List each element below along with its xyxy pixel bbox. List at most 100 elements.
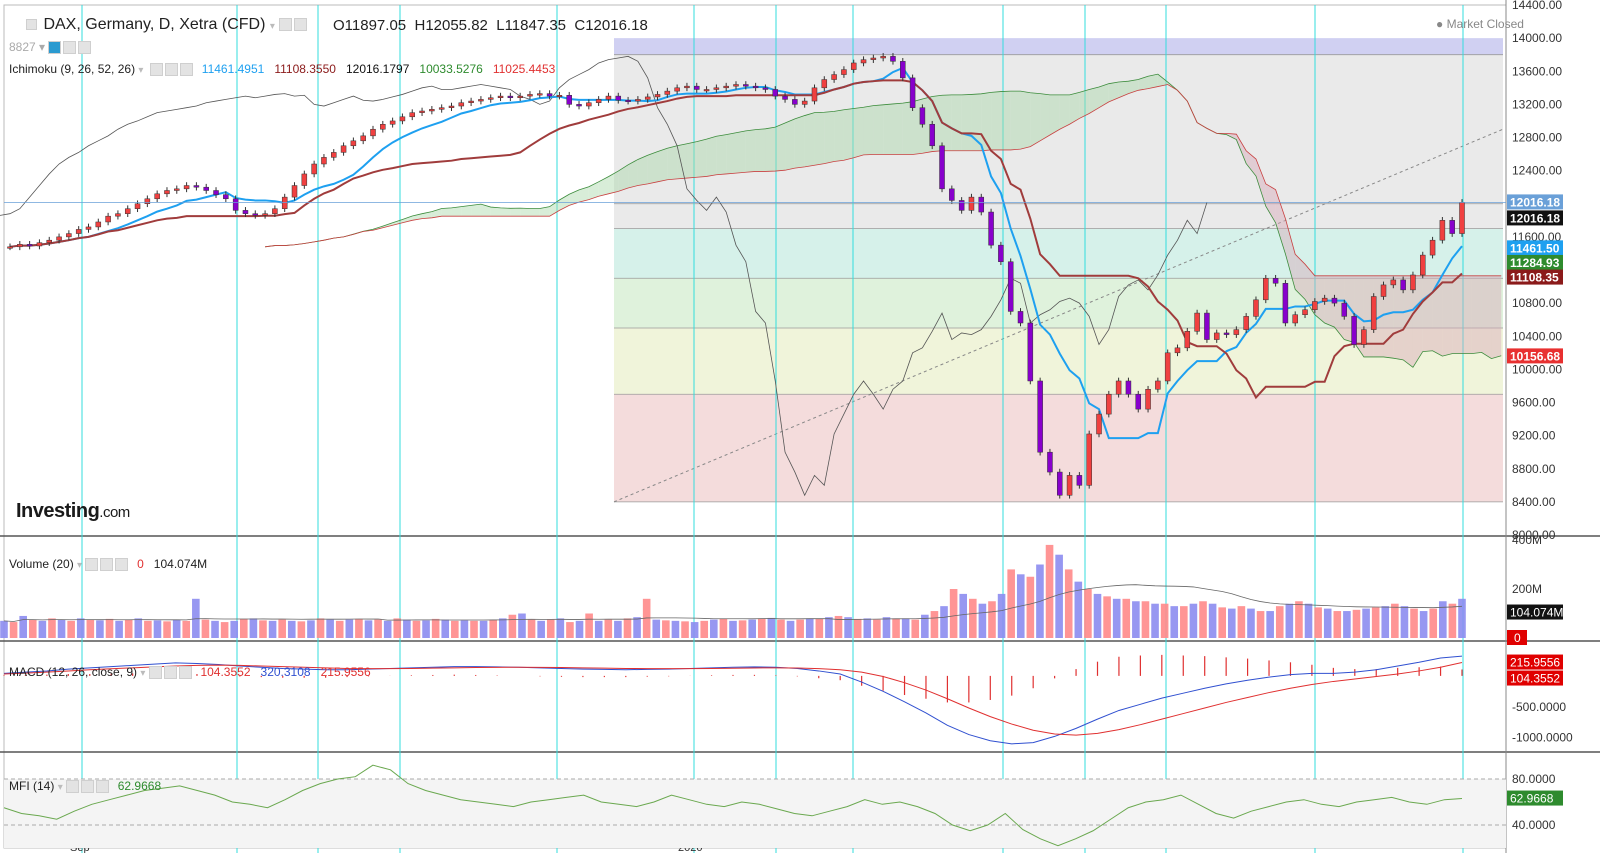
candle-body — [213, 190, 219, 195]
collapse-icon[interactable] — [26, 19, 37, 31]
gear-icon[interactable] — [165, 63, 179, 77]
ichimoku-kijun-value: 11108.3550 — [274, 62, 336, 76]
ichimoku-cloud-segment — [765, 127, 776, 172]
ichimoku-cloud-segment — [1089, 86, 1099, 114]
candle-body — [1164, 352, 1171, 382]
candle-body — [752, 85, 759, 89]
gear-icon[interactable] — [294, 18, 308, 32]
volume-bar — [969, 598, 977, 638]
volume-bar — [566, 622, 574, 638]
volume-bar — [1199, 601, 1207, 638]
volume-bar — [1151, 603, 1159, 638]
symbol-id[interactable]: 8827 ▾ — [9, 40, 93, 55]
candle-body — [615, 95, 622, 101]
mfi-label[interactable]: MFI (14) — [9, 779, 55, 793]
candle-body — [821, 79, 828, 89]
candle-body — [291, 185, 298, 198]
candle-body — [478, 99, 484, 102]
candle-body — [75, 229, 82, 234]
eye-icon[interactable] — [85, 558, 99, 572]
volume-bar — [278, 619, 286, 638]
volume-bar — [940, 606, 948, 638]
eye-icon[interactable] — [148, 666, 162, 680]
candle-body — [468, 100, 474, 103]
candle-body — [95, 221, 102, 228]
candle-body — [36, 242, 43, 247]
volume-bar — [1180, 606, 1188, 638]
candle-body — [281, 196, 288, 209]
gear-icon[interactable] — [81, 780, 95, 794]
close-icon[interactable] — [115, 558, 129, 572]
price-badge — [1507, 254, 1563, 270]
gear-icon[interactable] — [100, 558, 114, 572]
ichimoku-tenkan-value: 11461.4951 — [201, 62, 265, 76]
volume-bar — [671, 620, 680, 638]
price-axis-tick: 8400.00 — [1512, 495, 1556, 509]
volume-bar — [1045, 544, 1054, 638]
volume-bar — [873, 619, 881, 638]
ichimoku-cloud-segment — [480, 204, 491, 217]
eye-icon[interactable] — [279, 18, 293, 32]
volume-value-1: 0 — [137, 557, 144, 571]
candle-body — [419, 110, 425, 113]
candle-body — [1331, 297, 1338, 304]
open-value: 11897.05 — [344, 17, 407, 34]
open-label: O — [333, 17, 345, 34]
candle-body — [154, 193, 160, 200]
ichimoku-cloud-segment — [1099, 83, 1109, 108]
ichimoku-legend: Ichimoku (9, 26, 52, 26) ▾ 11461.4951 11… — [9, 62, 555, 77]
ichimoku-cloud-segment — [1442, 275, 1453, 357]
candle-body — [1037, 380, 1043, 453]
volume-bar — [1218, 607, 1226, 638]
volume-bar — [1112, 598, 1121, 638]
candle-body — [586, 102, 592, 107]
mfi-axis-tick: 80.0000 — [1512, 772, 1556, 786]
volume-bar — [115, 620, 123, 638]
close-icon[interactable] — [96, 780, 110, 794]
candle-body — [1253, 299, 1259, 317]
mfi-legend: MFI (14) ▾ 62.9668 — [9, 779, 162, 794]
chevron-down-icon[interactable]: ▾ — [138, 65, 144, 76]
volume-bar — [479, 620, 488, 638]
fibonacci-zone — [614, 228, 1503, 279]
volume-bar — [1458, 598, 1466, 638]
ichimoku-cloud-segment — [1128, 79, 1139, 94]
close-icon[interactable] — [180, 63, 194, 77]
gear-icon[interactable] — [63, 41, 77, 55]
close-icon[interactable] — [178, 666, 192, 680]
ichimoku-cloud-segment — [863, 105, 874, 155]
ichimoku-cloud-segment — [1108, 82, 1119, 102]
candle-body — [527, 94, 533, 97]
ichimoku-label[interactable]: Ichimoku (9, 26, 52, 26) — [9, 62, 136, 76]
volume-bar — [690, 622, 699, 638]
symbol-title[interactable]: DAX, Germany, D, Xetra (CFD) ▾ — [26, 16, 309, 34]
ichimoku-cloud-segment — [490, 207, 501, 217]
volume-bar — [844, 617, 852, 638]
volume-bar — [1122, 598, 1131, 638]
eye-icon[interactable] — [48, 41, 62, 55]
ichimoku-cloud-segment — [716, 134, 727, 175]
eye-icon[interactable] — [66, 780, 80, 794]
candle-body — [860, 59, 867, 64]
candle-body — [340, 145, 347, 153]
volume-bar — [172, 619, 181, 638]
candle-body — [1429, 239, 1436, 256]
macd-label[interactable]: MACD (12, 26, close, 9) — [9, 665, 138, 679]
eye-icon[interactable] — [150, 63, 164, 77]
ichimoku-cloud-segment — [775, 123, 786, 172]
chevron-down-icon[interactable]: ▾ — [269, 21, 275, 32]
candle-body — [1135, 393, 1141, 410]
ichimoku-cloud-segment — [873, 104, 884, 155]
candle-body — [733, 84, 739, 87]
price-axis-tick: 12400.00 — [1512, 164, 1562, 178]
volume-zero-badge-label: 0 — [1514, 631, 1521, 645]
candle-body — [1420, 254, 1426, 276]
close-icon[interactable] — [78, 41, 92, 55]
volume-label[interactable]: Volume (20) — [9, 557, 74, 571]
gear-icon[interactable] — [163, 666, 177, 680]
volume-bar — [719, 618, 728, 638]
volume-bar — [585, 613, 593, 638]
ichimoku-cloud-segment — [686, 141, 697, 179]
volume-bar — [921, 614, 929, 638]
